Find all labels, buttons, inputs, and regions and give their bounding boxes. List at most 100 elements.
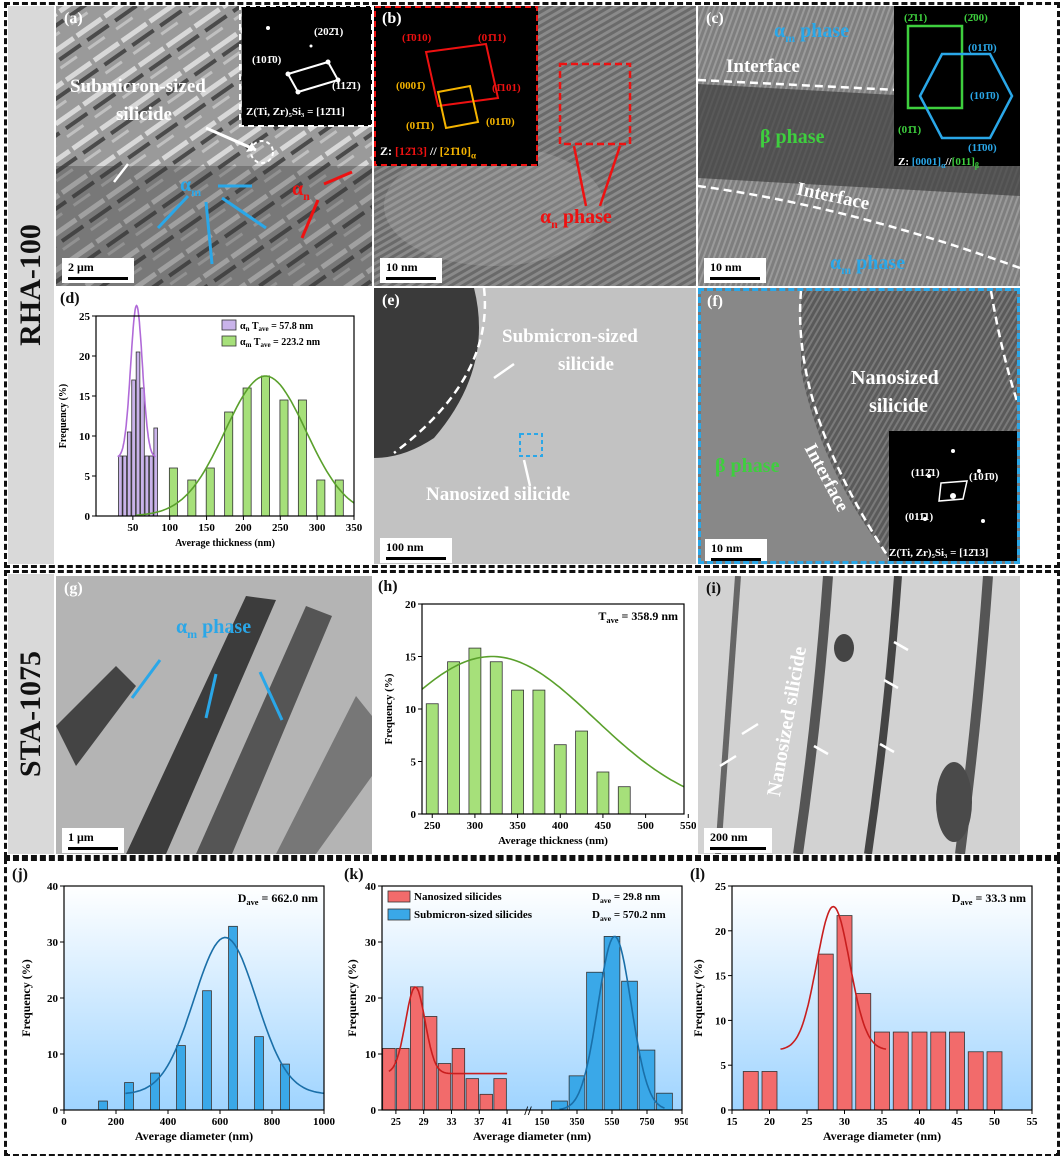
- chart-d-svg: 50 100 150 200 250 300 350 0 5 10 15 20 25 Average th…: [58, 304, 363, 549]
- bar-s0-5: [140, 387, 145, 517]
- alpha-m-sub: m: [191, 185, 202, 199]
- legend-name-1: Submicron-sized silicides: [414, 909, 533, 921]
- x-tick-label-4: 800: [264, 1116, 281, 1128]
- panel-e-label: (e): [382, 292, 400, 309]
- bar-s0-3: [176, 1045, 186, 1111]
- bar-s0-9: [617, 786, 631, 815]
- bar-s0-4: [135, 351, 141, 517]
- x-tick-label-1: 29: [419, 1117, 429, 1128]
- bar-s0-6: [254, 1036, 264, 1111]
- fit-curve-s0: [125, 936, 325, 1095]
- bar-s0-3: [817, 953, 834, 1111]
- y-tick-label-4: 20: [405, 599, 417, 611]
- section-text-rha-100: RHA-100: [14, 224, 47, 346]
- y-tick-label-2: 20: [365, 993, 377, 1005]
- micrograph-b-texture: [374, 6, 696, 286]
- bar-s0-2: [126, 431, 132, 517]
- panel-g-scalebar: 1 μm: [62, 828, 124, 853]
- stat-annotation: Dave = 33.3 nm: [952, 891, 1026, 907]
- panel-j-chart: 0 200 400 600 800 1000 0 10 20 30 40 Average diamet…: [8, 864, 344, 1154]
- bar-nano-5: [451, 1047, 466, 1111]
- x-tick-label-2: 33: [446, 1117, 456, 1128]
- x-tick-label-0: 50: [127, 522, 139, 534]
- legend-swatch-0: [387, 890, 411, 903]
- bar-s1-8: [316, 479, 326, 517]
- x-tick-label-3: 37: [474, 1117, 484, 1128]
- zone-c-a: [0001]: [911, 156, 942, 168]
- bar-s0-3: [489, 661, 503, 815]
- bar-s0-0: [425, 703, 439, 815]
- bar-s0-5: [532, 689, 546, 815]
- scalebar-b-text: 10 nm: [386, 260, 418, 274]
- x-tick-label-5: 150: [535, 1117, 550, 1128]
- y-tick-label-4: 20: [715, 926, 727, 938]
- micrograph-f-texture: [701, 291, 1017, 561]
- panel-c-scalebar: 10 nm: [704, 258, 766, 283]
- y-axis-label: Frequency (%): [19, 959, 33, 1036]
- x-tick-label-3: 400: [552, 820, 569, 832]
- x-tick-label-7: 50: [989, 1116, 1001, 1128]
- panel-a-micrograph: (a) Submicron-sized silicide αm αn (202̄…: [56, 6, 372, 286]
- scalebar-a-text: 2 μm: [68, 260, 94, 274]
- panel-b-fft-p2: (01̄11): [478, 32, 507, 44]
- y-tick-label-1: 10: [365, 1049, 377, 1061]
- chart-h-svg: 250 300 350 400 450 500 550 0 5 10 15 20 Average thi…: [383, 599, 696, 847]
- y-tick-label-2: 20: [47, 993, 59, 1005]
- bar-nano-2: [410, 986, 424, 1111]
- panel-e-micrograph: (e) Submicron-sized silicide Nanosized s…: [374, 288, 696, 564]
- bar-s0-5: [228, 925, 238, 1111]
- y-tick-label-3: 15: [79, 391, 91, 403]
- scalebar-e-text: 100 nm: [386, 540, 424, 554]
- y-tick-label-0: 0: [371, 1105, 377, 1117]
- x-tick-label-6: 550: [680, 820, 696, 832]
- y-tick-label-1: 10: [47, 1049, 59, 1061]
- panel-b-fft-p5: (01̄1̄1): [406, 120, 435, 132]
- panel-c-fft-p6: (11̄00): [968, 142, 997, 154]
- panel-b-fft-p3: (0001̄): [396, 80, 426, 92]
- panel-l-chart: 15 20 25 30 35 40 45 50 55 0 5 10 15 20 25 Average diam…: [688, 864, 1056, 1154]
- panel-d-label: (d): [60, 290, 80, 307]
- bar-s0-8: [911, 1031, 928, 1111]
- x-axis-label: Average thickness (nm): [498, 835, 608, 847]
- bar-nano-1: [396, 1047, 410, 1111]
- y-tick-label-3: 15: [715, 971, 727, 983]
- x-axis-label: Average diameter (nm): [473, 1129, 591, 1143]
- x-tick-label-1: 200: [108, 1116, 125, 1128]
- panel-c-fft-p3: (011̄0): [968, 42, 997, 54]
- bar-s0-1: [122, 455, 127, 517]
- bar-s0-7: [280, 1063, 290, 1111]
- zone-b-b: [21̄10]: [439, 144, 472, 158]
- panel-h-chart: 250 300 350 400 450 500 550 0 5 10 15 20 Average thi…: [374, 576, 696, 854]
- x-tick-label-5: 1000: [313, 1116, 336, 1128]
- zone-b-pre: Z:: [380, 144, 392, 158]
- bar-submicron-4: [621, 980, 638, 1111]
- y-tick-label-1: 5: [721, 1060, 727, 1072]
- panel-f-text-nanosized: Nanosized: [851, 367, 939, 389]
- phase-g-word: phase: [202, 616, 252, 638]
- y-tick-label-0: 0: [411, 809, 417, 821]
- panel-a-text-submicron: Submicron-sized: [70, 76, 206, 97]
- bar-s0-1: [761, 1071, 778, 1111]
- bar-s0-7: [149, 455, 154, 517]
- chart-k-svg: // 25 29 33 37 41 150 350 550 750 950 0 10 20 30 40 Aver…: [345, 881, 688, 1143]
- y-tick-label-0: 0: [85, 511, 91, 523]
- bar-s0-7: [575, 730, 588, 815]
- micrograph-g-texture: [56, 576, 372, 854]
- section-label-rha-100: RHA-100: [8, 6, 54, 564]
- bottom-phase-sub: m: [841, 263, 852, 277]
- panel-f-label: (f): [707, 293, 723, 310]
- x-tick-label-0: 15: [727, 1116, 739, 1128]
- x-tick-label-8: 55: [1027, 1116, 1039, 1128]
- y-tick-label-4: 20: [79, 351, 91, 363]
- bar-s0-2: [468, 647, 482, 815]
- panel-f-micrograph: (f) β phase Interface Nanosized silicide…: [698, 288, 1020, 564]
- bar-s0-0: [98, 1100, 108, 1111]
- panel-h-label: (h): [378, 578, 398, 595]
- bar-s0-0: [118, 455, 123, 517]
- fit-curve-nano: [388, 986, 508, 1075]
- bar-nano-6: [465, 1078, 479, 1111]
- panel-g-label: (g): [64, 580, 83, 597]
- scalebar-f-text: 10 nm: [711, 541, 743, 555]
- frame-rha-100: [4, 2, 1060, 568]
- phase-b-sub: n: [551, 217, 558, 231]
